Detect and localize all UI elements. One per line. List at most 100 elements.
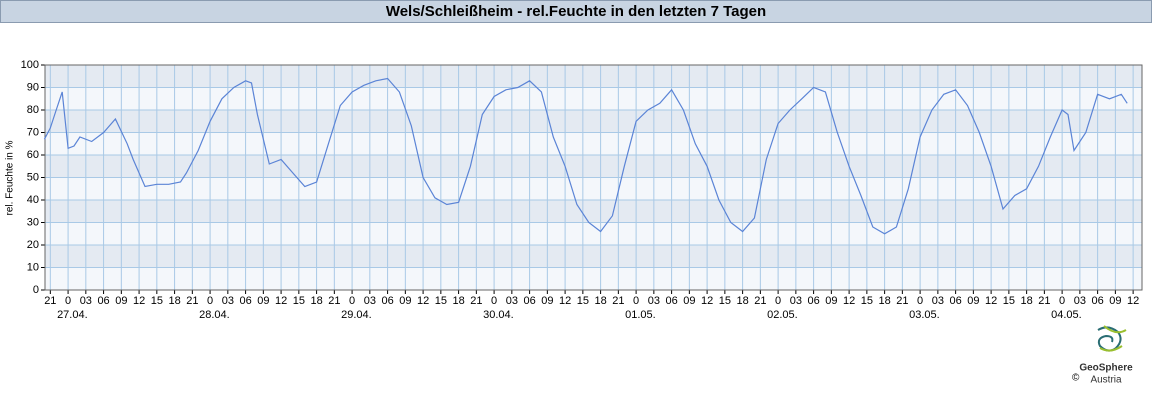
- x-tick-label: 0: [633, 295, 639, 307]
- x-tick-label: 12: [843, 295, 855, 307]
- x-tick-label: 09: [825, 295, 837, 307]
- date-label: 04.05.: [1051, 309, 1082, 321]
- logo-mark: [1099, 325, 1127, 352]
- x-tick-label: 09: [541, 295, 553, 307]
- x-tick-label: 06: [665, 295, 677, 307]
- data-line: [43, 77, 1128, 235]
- y-tick-label: 30: [27, 216, 39, 228]
- x-tick-label: 21: [44, 295, 56, 307]
- x-tick-label: 0: [1059, 295, 1065, 307]
- x-tick-label: 18: [594, 295, 606, 307]
- x-tick-label: 06: [381, 295, 393, 307]
- x-tick-label: 12: [417, 295, 429, 307]
- x-tick-label: 18: [310, 295, 322, 307]
- copyright: ©: [1072, 373, 1080, 384]
- x-tick-label: 03: [1074, 295, 1086, 307]
- y-tick-label: 50: [27, 171, 39, 183]
- grid-band: [45, 222, 1142, 245]
- x-tick-label: 12: [985, 295, 997, 307]
- y-tick-label: 10: [27, 261, 39, 273]
- grid-band: [45, 110, 1142, 133]
- date-label: 30.04.: [483, 309, 514, 321]
- x-tick-label: 0: [775, 295, 781, 307]
- grid-band: [45, 200, 1142, 223]
- y-tick-label: 20: [27, 239, 39, 251]
- x-tick-label: 09: [257, 295, 269, 307]
- x-tick-label: 0: [207, 295, 213, 307]
- x-tick-label: 06: [97, 295, 109, 307]
- x-tick-label: 03: [80, 295, 92, 307]
- x-tick-label: 21: [612, 295, 624, 307]
- x-tick-label: 0: [917, 295, 923, 307]
- x-tick-label: 06: [1091, 295, 1103, 307]
- x-tick-label: 0: [349, 295, 355, 307]
- x-tick-label: 18: [736, 295, 748, 307]
- x-tick-label: 03: [364, 295, 376, 307]
- x-tick-label: 15: [719, 295, 731, 307]
- x-tick-label: 15: [435, 295, 447, 307]
- x-tick-label: 18: [452, 295, 464, 307]
- x-tick-label: 09: [683, 295, 695, 307]
- x-tick-label: 21: [1038, 295, 1050, 307]
- x-tick-label: 06: [523, 295, 535, 307]
- x-tick-label: 15: [861, 295, 873, 307]
- x-tick-label: 15: [577, 295, 589, 307]
- x-tick-label: 0: [65, 295, 71, 307]
- x-tick-label: 15: [151, 295, 163, 307]
- y-tick-label: 90: [27, 81, 39, 93]
- x-tick-label: 21: [186, 295, 198, 307]
- x-tick-label: 21: [754, 295, 766, 307]
- chart-title: Wels/Schleißheim - rel.Feuchte in den le…: [386, 3, 766, 20]
- x-tick-label: 21: [896, 295, 908, 307]
- x-tick-label: 03: [648, 295, 660, 307]
- date-label: 01.05.: [625, 309, 656, 321]
- x-tick-label: 12: [133, 295, 145, 307]
- logo: GeoSphere Austria ©: [1072, 325, 1133, 386]
- x-tick-label: 18: [168, 295, 180, 307]
- date-label: 02.05.: [767, 309, 798, 321]
- x-tick-label: 18: [878, 295, 890, 307]
- x-tick-label: 03: [222, 295, 234, 307]
- x-tick-label: 12: [559, 295, 571, 307]
- logo-sub: Austria: [1090, 375, 1122, 386]
- y-tick-label: 70: [27, 126, 39, 138]
- grid-band: [45, 177, 1142, 200]
- date-label: 03.05.: [909, 309, 940, 321]
- plot-frame: [44, 64, 1143, 291]
- x-tick-label: 0: [491, 295, 497, 307]
- y-tick-label: 100: [21, 59, 39, 71]
- y-tick-label: 80: [27, 104, 39, 116]
- grid-band: [45, 245, 1142, 268]
- logo-name: GeoSphere: [1079, 363, 1133, 374]
- grid-band: [45, 65, 1142, 88]
- y-axis-label: rel. Feuchte in %: [5, 140, 16, 215]
- grid-band: [45, 132, 1142, 155]
- x-tick-label: 03: [790, 295, 802, 307]
- x-tick-label: 15: [293, 295, 305, 307]
- x-tick-label: 06: [949, 295, 961, 307]
- x-tick-label: 12: [275, 295, 287, 307]
- grid-band: [45, 267, 1142, 290]
- date-label: 28.04.: [199, 309, 230, 321]
- x-tick-label: 18: [1020, 295, 1032, 307]
- x-tick-label: 09: [1109, 295, 1121, 307]
- y-tick-label: 60: [27, 149, 39, 161]
- x-tick-label: 12: [1127, 295, 1139, 307]
- x-tick-label: 09: [115, 295, 127, 307]
- x-tick-label: 06: [239, 295, 251, 307]
- x-tick-label: 03: [932, 295, 944, 307]
- date-label: 29.04.: [341, 309, 372, 321]
- x-tick-label: 09: [399, 295, 411, 307]
- date-label: 27.04.: [57, 309, 88, 321]
- x-tick-label: 21: [328, 295, 340, 307]
- x-tick-label: 06: [807, 295, 819, 307]
- x-tick-label: 03: [506, 295, 518, 307]
- x-tick-label: 09: [967, 295, 979, 307]
- logo-mark: [1097, 326, 1122, 352]
- grid-band: [45, 155, 1142, 178]
- grid-band: [45, 87, 1142, 110]
- x-tick-label: 21: [470, 295, 482, 307]
- y-tick-label: 40: [27, 194, 39, 206]
- x-tick-label: 15: [1003, 295, 1015, 307]
